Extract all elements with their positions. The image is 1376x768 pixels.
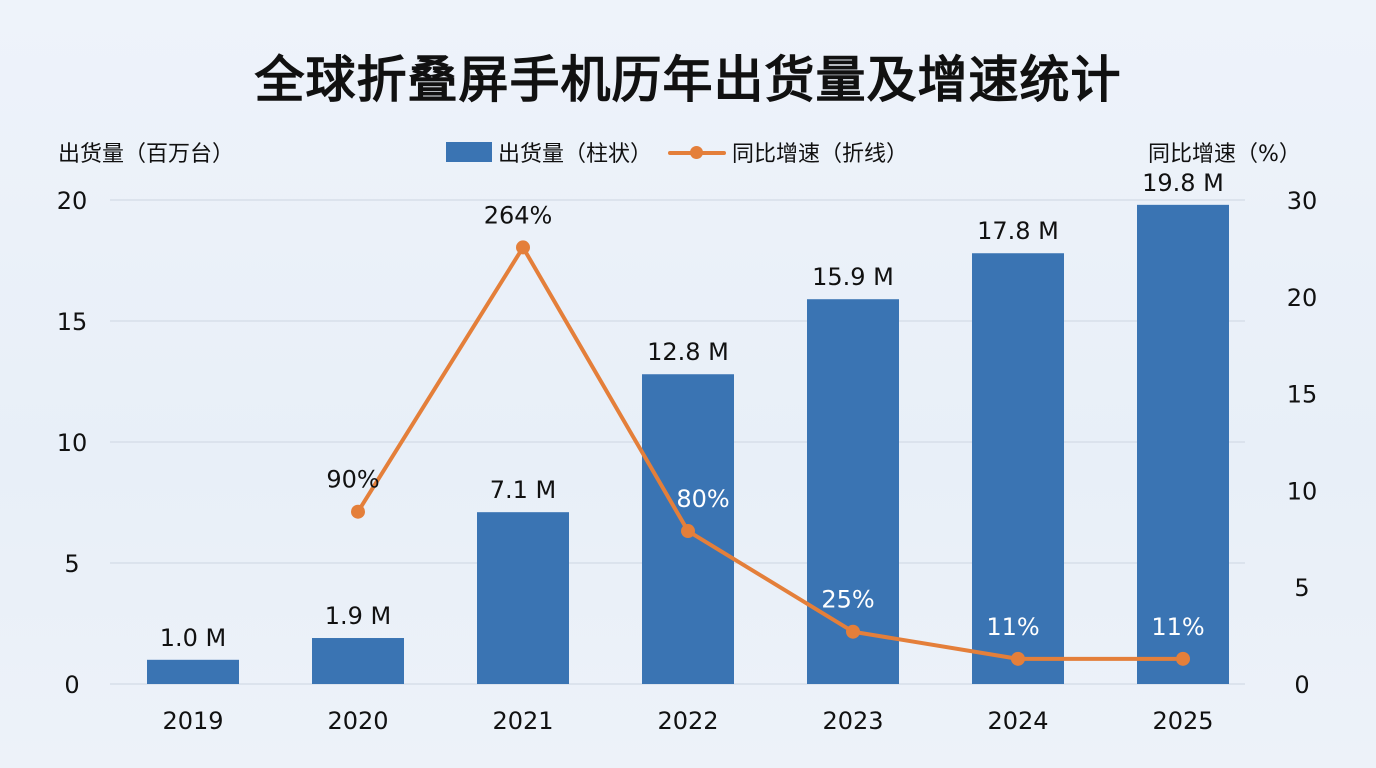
growth-value-label: 264% [484,201,553,229]
right-tick-label: 5 [1294,574,1309,602]
bar-value-label: 7.1 M [490,476,557,504]
bar-value-label: 12.8 M [647,338,729,366]
legend-bar-label: 出货量（柱状） [498,142,653,167]
growth-value-label: 80% [676,485,729,513]
growth-point [351,504,365,519]
bar-value-label: 17.8 M [977,217,1059,245]
growth-point [846,624,860,639]
left-tick-label: 0 [64,671,79,699]
x-tick-label: 2021 [492,707,553,735]
bar-value-label: 15.9 M [812,263,894,291]
legend-line-swatch [668,142,727,162]
x-tick-label: 2025 [1152,707,1213,735]
left-axis-label: 出货量（百万台） [58,142,235,167]
left-tick-label: 5 [64,550,79,578]
x-tick-label: 2022 [657,707,718,735]
right-tick-label: 20 [1287,284,1318,312]
right-tick-label: 30 [1287,187,1318,215]
bar [312,638,404,684]
legend-line-label: 同比增速（折线） [732,142,909,167]
bar-value-label: 1.0 M [160,624,227,652]
x-tick-label: 2020 [327,707,388,735]
bar [807,299,899,684]
growth-point [516,240,530,255]
bar [147,659,239,684]
growth-point [1011,651,1025,666]
x-tick-label: 2023 [822,707,883,735]
growth-value-label: 11% [1151,613,1204,641]
x-tick-label: 2024 [987,707,1048,735]
growth-point [1176,651,1190,666]
growth-value-label: 11% [986,613,1039,641]
legend-bar-swatch [446,142,492,162]
bar [972,253,1064,685]
right-tick-label: 15 [1287,381,1318,409]
bar-value-label: 1.9 M [325,602,392,630]
left-tick-label: 10 [57,429,88,457]
legend: 出货量（柱状） 同比增速（折线） [446,136,908,168]
growth-point [681,524,695,539]
right-tick-label: 0 [1294,671,1309,699]
left-tick-label: 15 [57,308,88,336]
right-tick-label: 10 [1287,477,1318,505]
bar [477,512,569,684]
x-tick-label: 2019 [162,707,223,735]
growth-value-label: 90% [326,466,379,494]
growth-value-label: 25% [821,586,874,614]
bar [1137,204,1229,684]
right-axis-label: 同比增速（%） [1148,142,1301,167]
left-tick-label: 20 [57,187,88,215]
bar-value-label: 19.8 M [1142,169,1224,197]
chart-title: 全球折叠屏手机历年出货量及增速统计 [254,51,1122,109]
growth-line [356,245,1183,661]
